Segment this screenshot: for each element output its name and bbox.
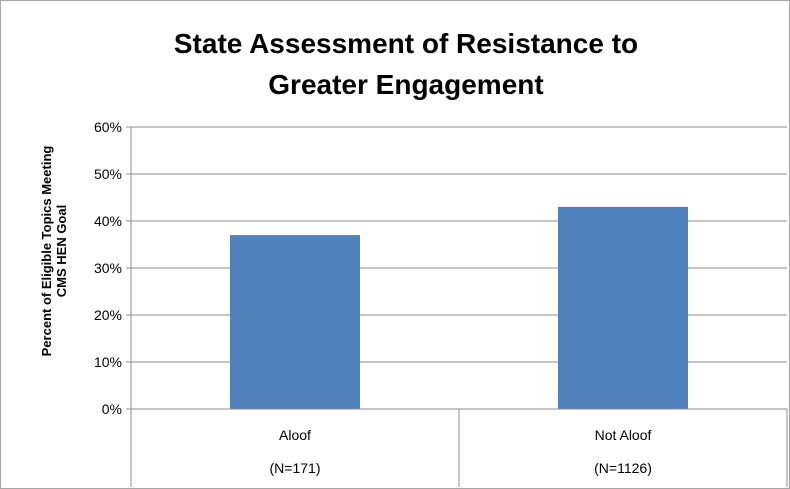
category-sublabel: (N=1126) bbox=[594, 460, 652, 476]
category-label: Aloof bbox=[279, 427, 311, 443]
category-sublabel: (N=171) bbox=[270, 460, 321, 476]
axes bbox=[126, 126, 788, 487]
y-tick-label: 10% bbox=[94, 354, 122, 370]
category-label: Not Aloof bbox=[595, 427, 652, 443]
bar-not-aloof bbox=[558, 206, 688, 409]
bar-aloof bbox=[230, 235, 360, 409]
y-tick-label: 50% bbox=[94, 166, 122, 182]
y-tick-label: 60% bbox=[94, 119, 122, 135]
y-tick-labels: 0% 10% 20% 30% 40% 50% 60% bbox=[94, 119, 122, 417]
y-tick-label: 40% bbox=[94, 213, 122, 229]
y-axis-label-line-2: CMS HEN Goal bbox=[54, 205, 69, 297]
chart-title-line-1: State Assessment of Resistance to bbox=[174, 28, 638, 59]
y-tick-label: 20% bbox=[94, 307, 122, 323]
y-axis-label-line-1: Percent of Eligible Topics Meeting bbox=[39, 146, 54, 357]
gridlines bbox=[131, 126, 787, 363]
y-tick-label: 0% bbox=[102, 401, 122, 417]
category-labels: Aloof (N=171) Not Aloof (N=1126) bbox=[270, 427, 652, 476]
chart-title-line-2: Greater Engagement bbox=[268, 69, 543, 100]
y-tick-label: 30% bbox=[94, 260, 122, 276]
bars bbox=[230, 206, 688, 409]
